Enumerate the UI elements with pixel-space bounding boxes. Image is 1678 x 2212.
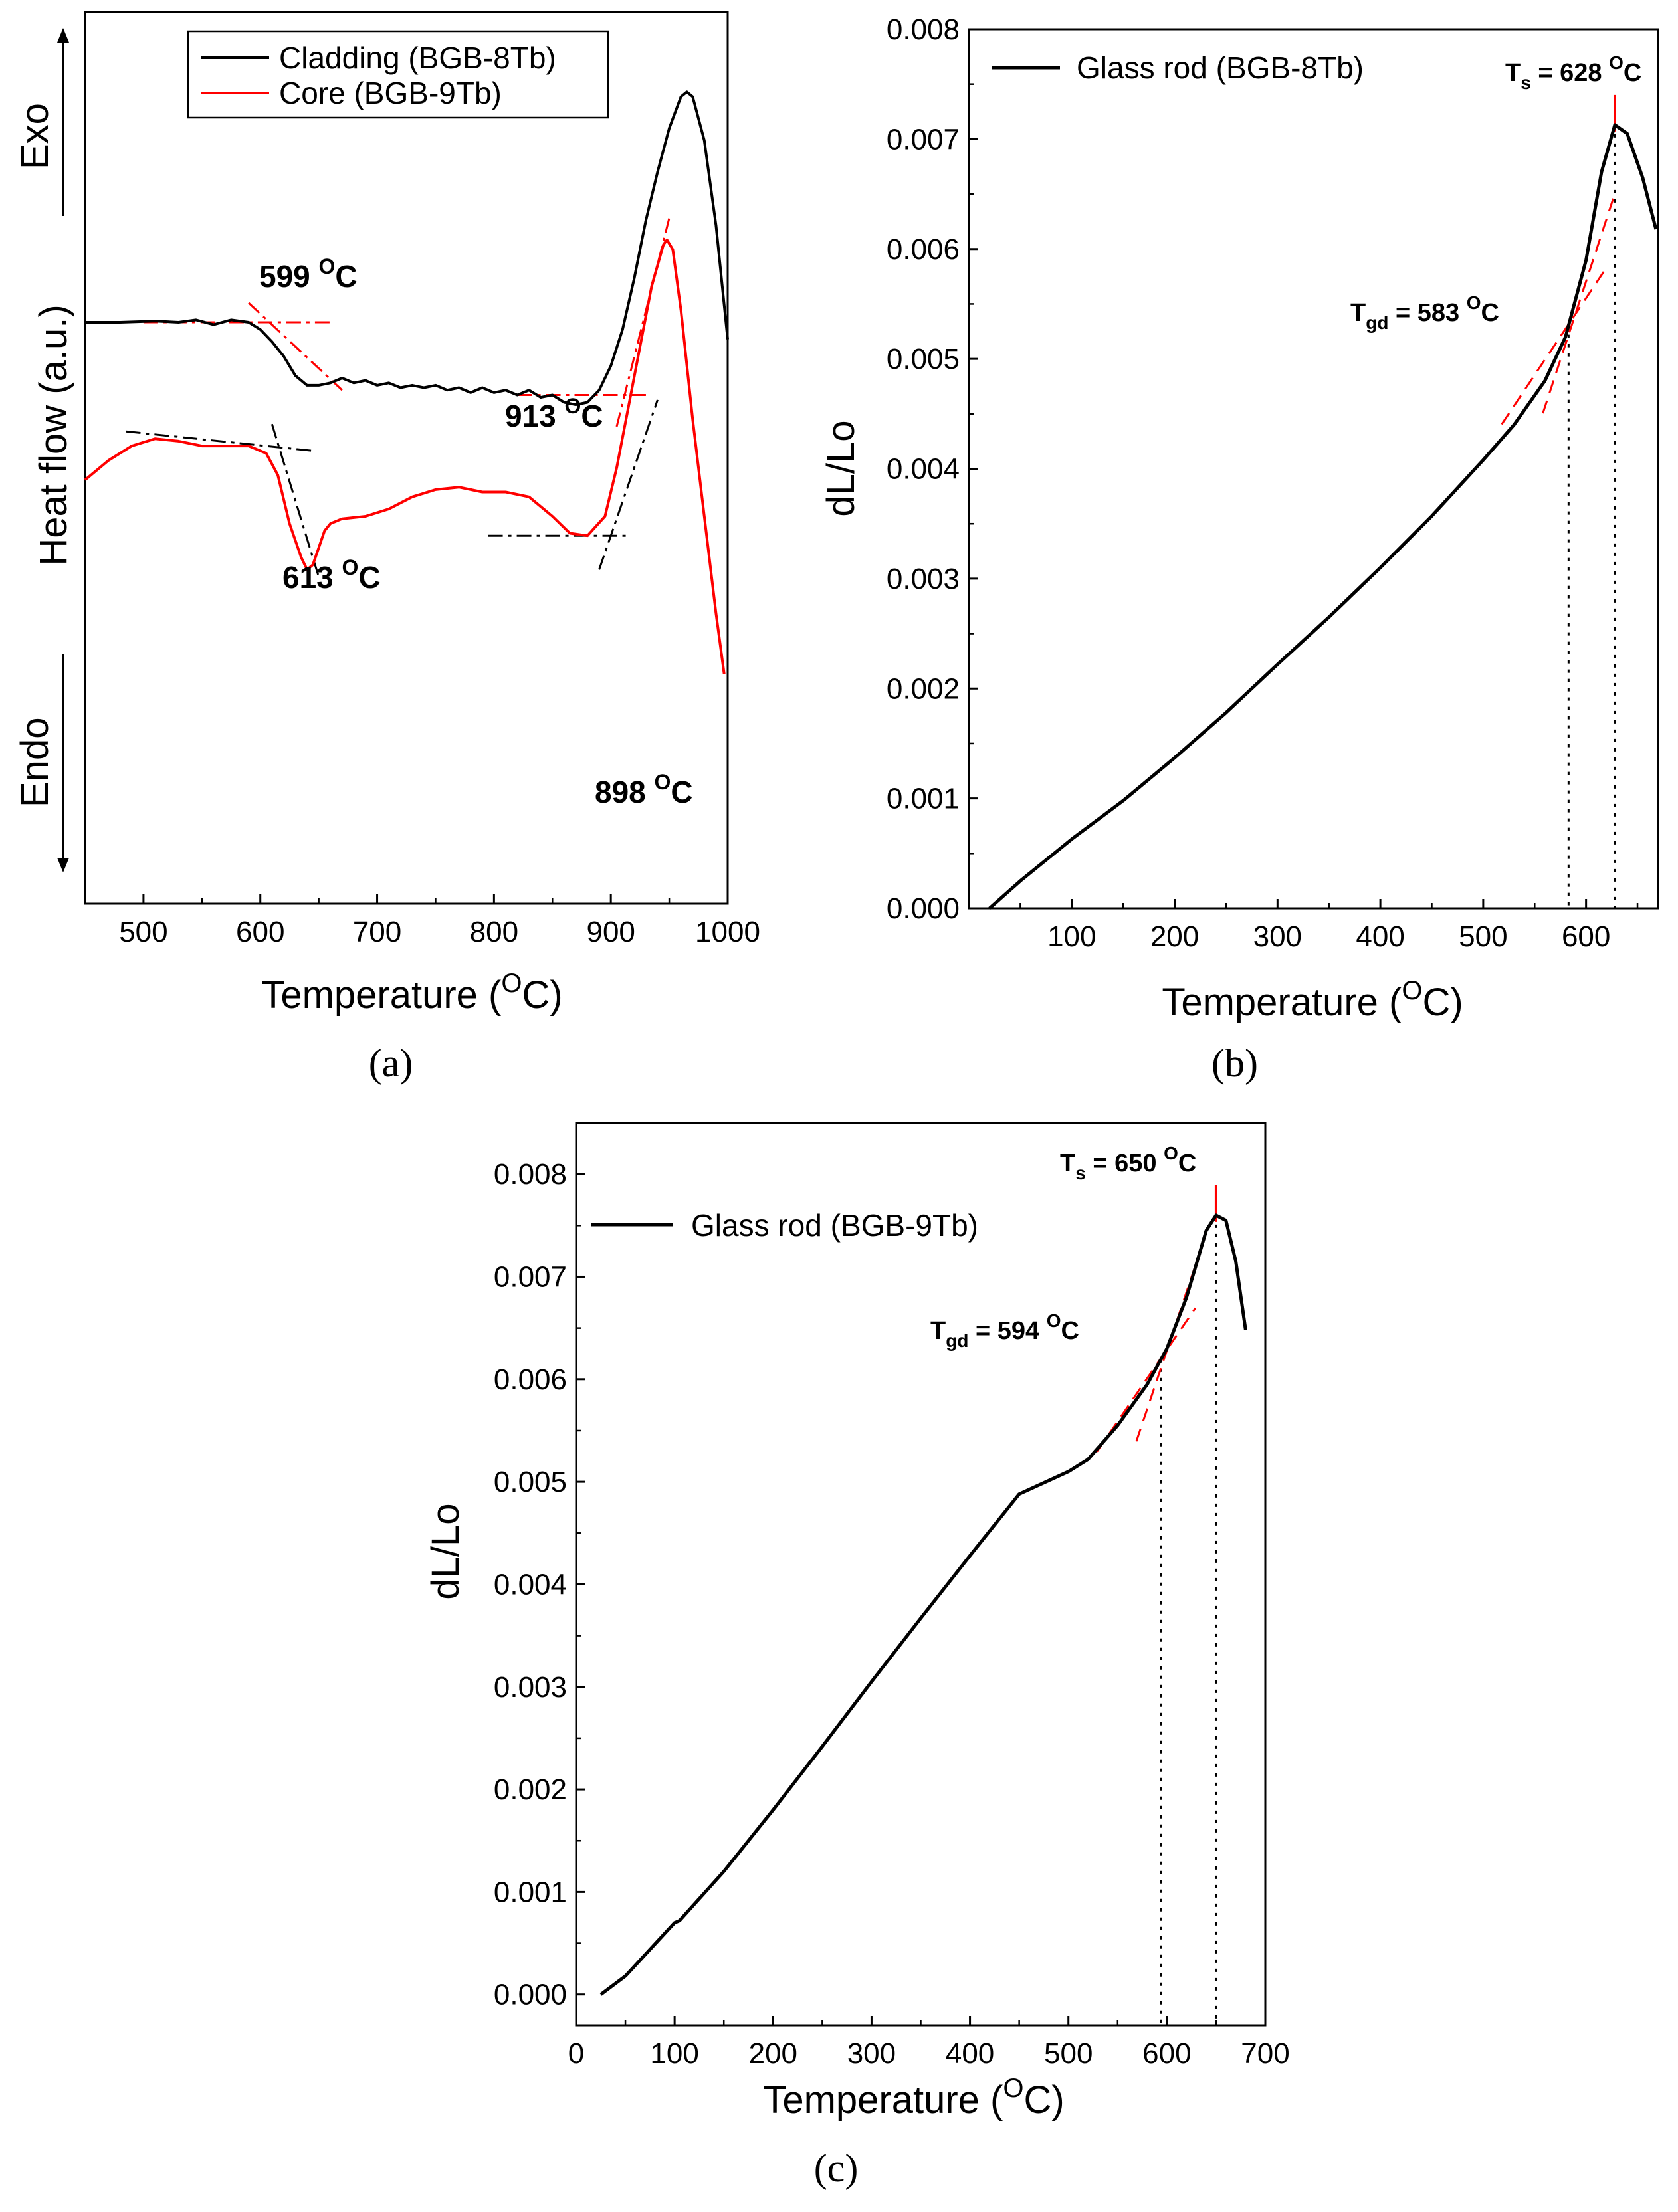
x-tick-label: 300 — [1253, 920, 1302, 953]
endo-arrowhead-icon — [57, 858, 69, 872]
y-tick-label: 0.005 — [887, 343, 960, 375]
annotation-ts-628: Ts = 628 OC — [1505, 52, 1641, 93]
y-tick-label: 0.008 — [494, 1158, 567, 1191]
core-curve — [84, 238, 726, 674]
annotation-599: 599 OC — [259, 254, 358, 294]
panel-b-guide-lines — [1501, 94, 1616, 908]
annotation-ts-650: Ts = 650 OC — [1060, 1143, 1196, 1183]
panel-c-ticks: 0 100 200 300 400 500 600 700 0.000 0.001 0.002 0.0… — [494, 1158, 1290, 2070]
y-tick-label: 0.002 — [494, 1773, 567, 1806]
annotation-898: 898 OC — [595, 770, 693, 809]
legend-label-glass-rod-9tb: Glass rod (BGB-9Tb) — [691, 1208, 978, 1243]
cladding-curve — [85, 90, 729, 407]
panel-c: 0 100 200 300 400 500 600 700 0.000 0.001 0.002 0.0… — [424, 1122, 1290, 2190]
panel-b-ticks: 100 200 300 400 500 600 0.000 0.001 0.002 0.003 0.… — [887, 13, 1639, 953]
panel-a-series — [84, 90, 729, 674]
panel-b-legend: Glass rod (BGB-8Tb) — [992, 50, 1364, 85]
dilatometry-curve — [599, 1213, 1247, 1996]
panel-a-label: (a) — [369, 1041, 413, 1085]
panel-c-series — [599, 1213, 1247, 1996]
panel-a-tangent-lines — [126, 217, 671, 577]
x-tick-label: 100 — [650, 2037, 698, 2070]
y-tick-label: 0.007 — [887, 123, 960, 155]
x-tick-label: 600 — [236, 916, 284, 948]
x-tick-label: 100 — [1047, 920, 1096, 953]
x-tick-label: 300 — [847, 2037, 896, 2070]
y-tick-label: 0.002 — [887, 672, 960, 705]
annotation-613: 613 OC — [282, 555, 381, 595]
tangent-line — [1096, 1307, 1197, 1453]
x-tick-label: 200 — [749, 2037, 797, 2070]
tangent-line — [248, 302, 343, 391]
legend-label-cladding: Cladding (BGB-8Tb) — [279, 41, 556, 75]
y-tick-label: 0.007 — [494, 1260, 567, 1293]
y-tick-label: 0.003 — [494, 1671, 567, 1704]
exo-label: Exo — [13, 103, 56, 169]
y-tick-label: 0.008 — [887, 13, 960, 46]
panel-a-x-axis-label: Temperature (OC) — [261, 969, 562, 1017]
y-tick-label: 0.000 — [887, 892, 960, 925]
panel-c-y-axis-label: dL/Lo — [424, 1503, 467, 1599]
x-tick-label: 500 — [1459, 920, 1507, 953]
annotation-tgd-583: Tgd = 583 OC — [1350, 292, 1499, 333]
panel-a-y-axis-label: Heat flow (a.u.) — [32, 304, 75, 565]
x-tick-label: 700 — [353, 916, 401, 948]
panel-b-series — [988, 123, 1658, 910]
panel-b: 100 200 300 400 500 600 0.000 0.001 0.002 0.003 0.… — [819, 13, 1659, 1085]
y-tick-label: 0.000 — [494, 1979, 567, 2011]
tangent-line — [270, 423, 320, 577]
annotation-tgd-594: Tgd = 594 OC — [930, 1310, 1079, 1351]
x-tick-label: 500 — [119, 916, 167, 948]
panel-a-plot-frame — [84, 11, 729, 905]
y-tick-label: 0.006 — [887, 233, 960, 266]
panel-b-label: (b) — [1211, 1041, 1258, 1085]
x-tick-label: 900 — [586, 916, 635, 948]
tangent-line — [126, 430, 314, 452]
dilatometry-curve — [988, 123, 1658, 910]
y-tick-label: 0.001 — [494, 1876, 567, 1908]
x-tick-label: 500 — [1044, 2037, 1093, 2070]
panel-b-y-axis-label: dL/Lo — [819, 420, 863, 516]
y-tick-label: 0.001 — [887, 783, 960, 815]
exo-arrowhead-icon — [57, 28, 69, 43]
panel-c-label: (c) — [814, 2146, 859, 2190]
x-tick-label: 400 — [946, 2037, 994, 2070]
legend-label-glass-rod-8tb: Glass rod (BGB-8Tb) — [1077, 50, 1364, 85]
y-tick-label: 0.003 — [887, 563, 960, 595]
panel-a-x-ticks: 500 600 700 800 900 1000 — [119, 894, 760, 948]
tangent-line — [1501, 270, 1606, 425]
tangent-line — [598, 399, 659, 570]
y-tick-label: 0.004 — [494, 1568, 567, 1601]
y-tick-label: 0.004 — [887, 453, 960, 486]
x-tick-label: 700 — [1241, 2037, 1289, 2070]
endo-label: Endo — [13, 718, 56, 807]
x-tick-label: 600 — [1562, 920, 1610, 953]
y-tick-label: 0.006 — [494, 1363, 567, 1396]
panel-a-legend-box — [187, 30, 609, 119]
x-tick-label: 600 — [1142, 2037, 1191, 2070]
panel-c-guide-lines — [1096, 1185, 1217, 2025]
legend-label-core: Core (BGB-9Tb) — [279, 76, 502, 110]
panel-b-plot-frame — [968, 28, 1659, 910]
x-tick-label: 400 — [1356, 920, 1404, 953]
panel-c-x-axis-label: Temperature (OC) — [763, 2074, 1064, 2122]
x-tick-label: 0 — [568, 2037, 584, 2070]
x-tick-label: 800 — [470, 916, 518, 948]
x-tick-label: 200 — [1150, 920, 1199, 953]
x-tick-label: 1000 — [695, 916, 760, 948]
panel-a-legend: Cladding (BGB-8Tb) Core (BGB-9Tb) — [187, 30, 609, 119]
annotation-913: 913 OC — [505, 394, 603, 433]
panel-c-legend: Glass rod (BGB-9Tb) — [591, 1208, 978, 1243]
tangent-line — [1542, 193, 1616, 414]
panel-b-x-axis-label: Temperature (OC) — [1162, 976, 1463, 1024]
panel-a: 500 600 700 800 900 1000 Exo Endo Heat flow (… — [13, 11, 760, 1085]
y-tick-label: 0.005 — [494, 1466, 567, 1498]
